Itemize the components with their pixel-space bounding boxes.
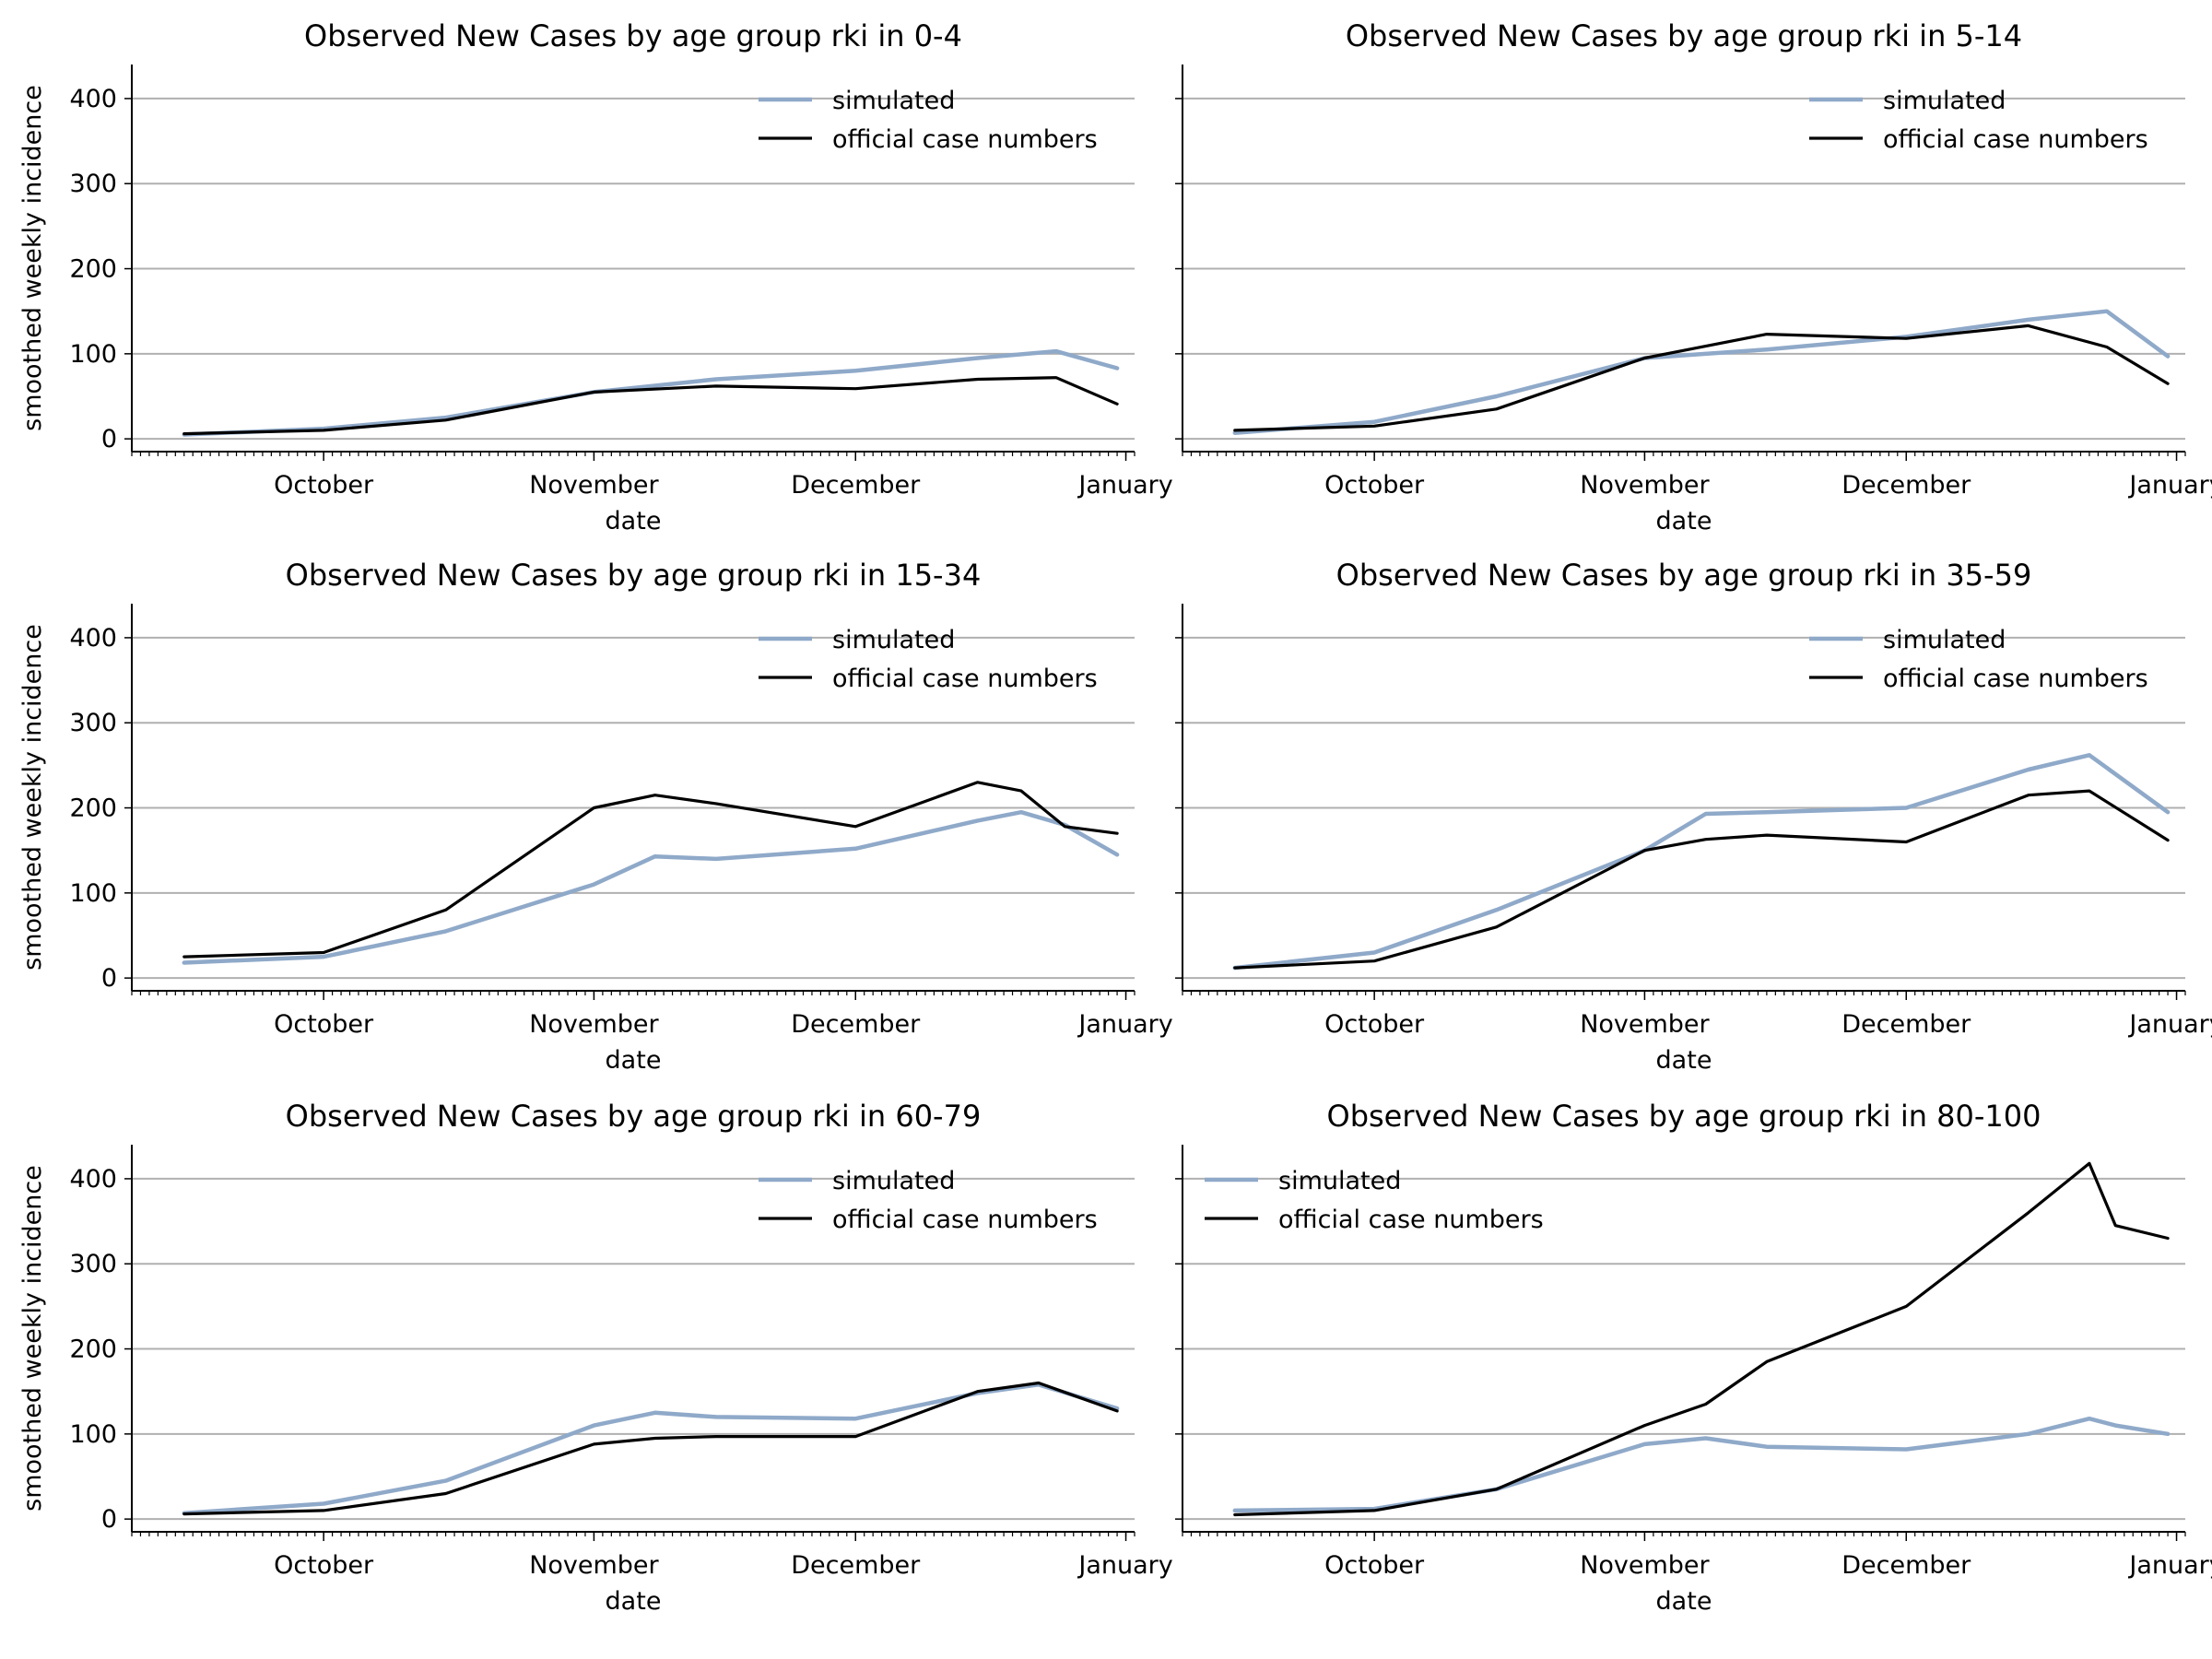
y-tick-label: 400 [69, 1165, 117, 1194]
y-tick-label: 0 [101, 1505, 117, 1534]
x-axis-label: date [1656, 507, 1712, 535]
series-line-official [1233, 789, 2170, 970]
x-axis-label: date [606, 507, 662, 535]
legend-label: simulated [832, 626, 955, 654]
y-tick-label: 300 [69, 1250, 117, 1278]
x-tick-label: October [274, 1551, 374, 1580]
series-line-official [1233, 324, 2170, 432]
x-tick-label: December [1841, 1551, 1971, 1580]
series-line-official [182, 376, 1119, 436]
subplot-title: Observed New Cases by age group rki in 6… [286, 1099, 982, 1134]
x-tick-label: December [1841, 1010, 1971, 1039]
y-tick-label: 100 [69, 340, 117, 369]
y-tick-label: 200 [69, 1335, 117, 1364]
subplot-1: Observed New Cases by age group rki in 0… [18, 18, 1173, 535]
y-tick-label: 100 [69, 879, 117, 908]
x-tick-label: January [2127, 1551, 2212, 1580]
x-tick-label: October [1324, 471, 1425, 500]
y-tick-label: 300 [69, 170, 117, 198]
x-tick-label: October [274, 1010, 374, 1039]
legend-label: official case numbers [1883, 125, 2148, 154]
y-tick-label: 200 [69, 255, 117, 284]
legend-label: official case numbers [1278, 1206, 1544, 1234]
legend-label: simulated [1883, 626, 2006, 654]
x-tick-label: October [1324, 1551, 1425, 1580]
subplot-title: Observed New Cases by age group rki in 0… [304, 18, 962, 53]
legend-label: simulated [832, 1167, 955, 1195]
series-line-official [182, 1381, 1119, 1516]
subplot-title: Observed New Cases by age group rki in 1… [286, 558, 982, 593]
series-line-simulated [1232, 309, 2171, 435]
x-tick-label: November [1580, 1551, 1710, 1580]
legend-label: simulated [1883, 87, 2006, 115]
y-axis-label: smoothed weekly incidence [18, 624, 47, 971]
legend-label: simulated [832, 87, 955, 115]
legend-label: official case numbers [832, 1206, 1098, 1234]
x-axis-label: date [606, 1046, 662, 1075]
series-line-simulated [1232, 753, 2171, 971]
x-tick-label: November [1580, 1010, 1710, 1039]
y-tick-label: 400 [69, 624, 117, 653]
subplot-title: Observed New Cases by age group rki in 8… [1327, 1099, 2041, 1134]
x-tick-label: January [1077, 1551, 1172, 1580]
x-tick-label: January [2127, 471, 2212, 500]
x-tick-label: December [1841, 471, 1971, 500]
y-tick-label: 100 [69, 1420, 117, 1449]
y-axis-label: smoothed weekly incidence [18, 85, 47, 431]
y-tick-label: 300 [69, 709, 117, 737]
subplot-title: Observed New Cases by age group rki in 5… [1346, 18, 2022, 53]
x-tick-label: November [529, 471, 659, 500]
x-tick-label: November [1580, 471, 1710, 500]
y-axis-label: smoothed weekly incidence [18, 1165, 47, 1512]
x-tick-label: December [791, 1551, 921, 1580]
subplot-5: Observed New Cases by age group rki in 6… [18, 1099, 1173, 1616]
legend-label: official case numbers [832, 125, 1098, 154]
series-line-simulated [182, 809, 1120, 965]
legend-label: official case numbers [1883, 665, 2148, 693]
y-tick-label: 0 [101, 425, 117, 453]
subplot-4: Observed New Cases by age group rki in 3… [1175, 558, 2212, 1075]
x-axis-label: date [606, 1587, 662, 1616]
x-axis-label: date [1656, 1046, 1712, 1075]
series-line-official [182, 781, 1119, 959]
subplot-6: Observed New Cases by age group rki in 8… [1175, 1099, 2212, 1616]
series-line-simulated [182, 1382, 1120, 1515]
x-tick-label: October [274, 471, 374, 500]
series-line-simulated [1232, 1416, 2171, 1513]
x-tick-label: November [529, 1010, 659, 1039]
y-tick-label: 200 [69, 794, 117, 823]
x-tick-label: December [791, 1010, 921, 1039]
series-line-simulated [182, 348, 1120, 437]
x-tick-label: January [2127, 1010, 2212, 1039]
x-axis-label: date [1656, 1587, 1712, 1616]
x-tick-label: January [1077, 1010, 1172, 1039]
y-tick-label: 400 [69, 85, 117, 113]
legend-label: simulated [1278, 1167, 1401, 1195]
x-tick-label: November [529, 1551, 659, 1580]
x-tick-label: January [1077, 471, 1172, 500]
x-tick-label: December [791, 471, 921, 500]
series-line-official [1233, 1161, 2170, 1517]
subplot-2: Observed New Cases by age group rki in 5… [1175, 18, 2212, 535]
legend-label: official case numbers [832, 665, 1098, 693]
x-tick-label: October [1324, 1010, 1425, 1039]
subplot-3: Observed New Cases by age group rki in 1… [18, 558, 1173, 1075]
y-tick-label: 0 [101, 964, 117, 993]
subplot-title: Observed New Cases by age group rki in 3… [1336, 558, 2032, 593]
